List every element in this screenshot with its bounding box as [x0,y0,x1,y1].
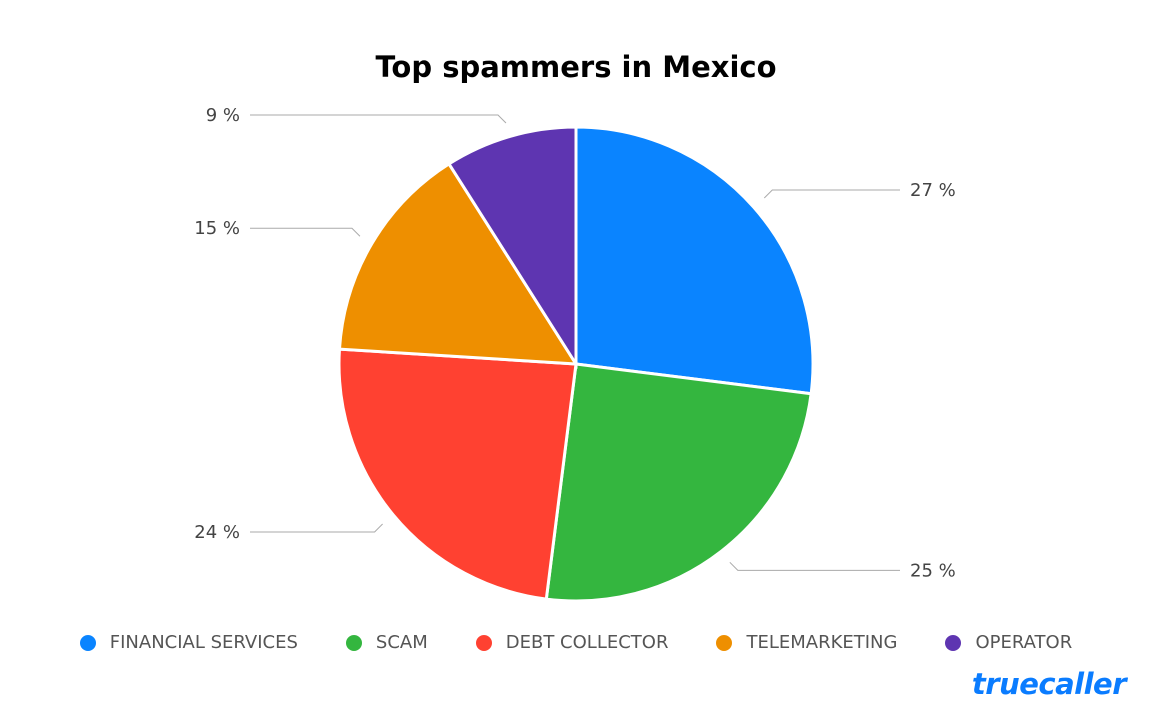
leader-line [763,189,900,199]
leader-line [729,561,900,571]
chart-title: Top spammers in Mexico [375,50,777,84]
pie-slice-operator [446,125,578,370]
truecaller-logo: truecaller [971,667,1127,701]
legend-item: SCAM [345,632,428,653]
legend-dot-icon [716,634,733,651]
data-label: 24 % [194,522,240,543]
legend-label: OPERATOR [975,632,1073,653]
data-label: 25 % [910,560,956,581]
legend-dot-icon [475,634,492,651]
legend-item: TELEMARKETING [716,632,897,653]
legend-dot-icon [345,634,362,651]
data-label: 9 % [206,105,240,126]
pie-slice-debt-collector [337,347,578,601]
legend-dot-icon [945,634,962,651]
pie-slice-financial-services [574,125,815,396]
legend: FINANCIAL SERVICES SCAM DEBT COLLECTOR TELE… [0,632,1152,653]
legend-label: TELEMARKETING [746,632,898,653]
legend-label: FINANCIAL SERVICES [109,632,298,653]
data-label: 27 % [910,180,956,201]
legend-dot-icon [79,634,96,651]
legend-label: DEBT COLLECTOR [505,632,669,653]
data-label: 15 % [194,218,240,239]
leader-line [250,227,361,237]
legend-item: FINANCIAL SERVICES [79,632,298,653]
pie-slice-scam [544,362,813,603]
leader-line [250,114,507,124]
legend-label: SCAM [375,632,428,653]
legend-item: DEBT COLLECTOR [475,632,669,653]
leader-line [250,523,383,533]
pie-slice-telemarketing [337,161,579,366]
legend-item: OPERATOR [945,632,1072,653]
